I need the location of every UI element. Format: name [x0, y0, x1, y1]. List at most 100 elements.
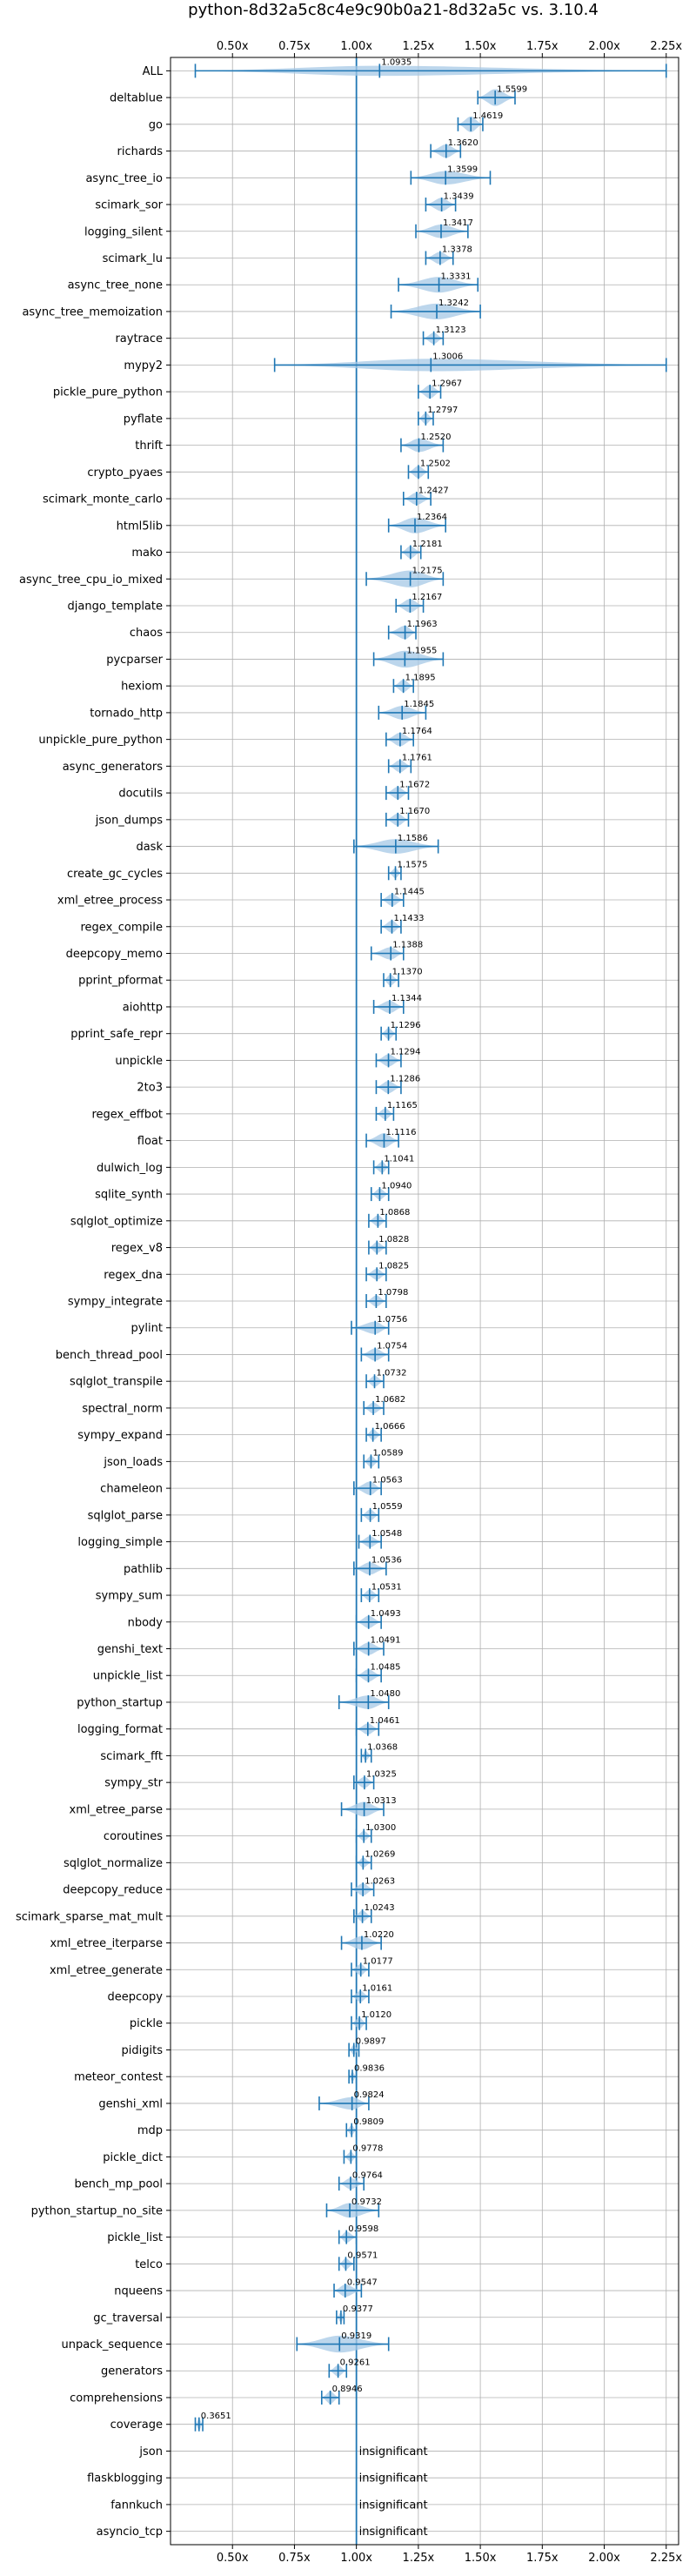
- benchmark-label: logging_simple: [77, 1536, 163, 1549]
- benchmark-label: flaskblogging: [87, 2472, 163, 2485]
- benchmark-label: unpickle_pure_python: [38, 734, 163, 747]
- value-label: 1.2520: [420, 433, 451, 442]
- value-label: 1.0161: [362, 1983, 392, 1993]
- value-label: 1.0461: [370, 1716, 400, 1726]
- value-label: 1.0756: [377, 1315, 407, 1325]
- benchmark-label: gc_traversal: [93, 2311, 163, 2324]
- value-label: 1.0325: [366, 1769, 397, 1779]
- value-label: 0.8946: [332, 2385, 363, 2394]
- value-label: 1.0940: [381, 1181, 412, 1191]
- benchmark-label: chameleon: [100, 1483, 163, 1496]
- benchmark-label: sympy_expand: [77, 1429, 163, 1442]
- benchmark-label: scimark_fft: [100, 1750, 163, 1763]
- benchmark-label: python_startup: [77, 1696, 163, 1709]
- value-label: 1.0682: [375, 1395, 405, 1405]
- benchmark-label: sqlglot_optimize: [70, 1215, 163, 1228]
- benchmark-label: deepcopy: [107, 1991, 163, 2004]
- benchmark-label: json_loads: [103, 1456, 163, 1469]
- x-tick-label-top: 2.25x: [650, 40, 682, 53]
- benchmark-label: dulwich_log: [97, 1162, 163, 1175]
- x-tick-label-top: 0.50x: [217, 40, 249, 53]
- benchmark-label: comprehensions: [70, 2392, 163, 2405]
- value-label: 1.1296: [391, 1021, 421, 1030]
- x-tick-label-top: 1.00x: [340, 40, 372, 53]
- benchmark-label: deepcopy_memo: [66, 948, 163, 961]
- insignificant-label: insignificant: [359, 2472, 428, 2485]
- benchmark-label: django_template: [68, 600, 163, 613]
- benchmark-label: pyflate: [124, 413, 163, 426]
- value-label: 1.0120: [361, 2010, 392, 2020]
- x-tick-label-top: 2.00x: [588, 40, 620, 53]
- value-label: 1.1761: [402, 754, 432, 763]
- benchmark-label: pickle_list: [107, 2231, 163, 2244]
- value-label: 1.0300: [365, 1823, 396, 1833]
- value-label: 1.3378: [442, 245, 472, 255]
- benchmark-label: bench_thread_pool: [56, 1349, 163, 1362]
- benchmark-label: bench_mp_pool: [74, 2178, 163, 2191]
- benchmark-label: pprint_safe_repr: [70, 1028, 163, 1041]
- chart-title: python-8d32a5c8c4e9c90b0a21-8d32a5c vs. …: [188, 1, 599, 19]
- benchmark-label: async_tree_none: [68, 279, 163, 292]
- value-label: 1.0589: [372, 1449, 403, 1459]
- value-label: 1.3006: [432, 352, 463, 362]
- benchmark-label: json_dumps: [95, 814, 163, 827]
- value-label: 0.9732: [351, 2197, 382, 2207]
- value-label: 1.3331: [441, 272, 472, 281]
- value-label: 1.3242: [438, 299, 469, 308]
- value-label: 1.0536: [371, 1556, 402, 1566]
- value-label: 1.1670: [399, 807, 430, 816]
- benchmark-label: logging_format: [77, 1723, 163, 1736]
- value-label: 1.1388: [392, 941, 423, 950]
- benchmark-label: scimark_monte_carlo: [43, 493, 163, 506]
- value-label: 1.2427: [418, 486, 449, 495]
- benchmark-label: mypy2: [124, 359, 163, 372]
- benchmark-label: xml_etree_process: [57, 895, 163, 908]
- value-label: 1.0480: [370, 1689, 400, 1699]
- benchmark-label: crypto_pyaes: [87, 466, 163, 480]
- value-label: 1.1433: [393, 914, 424, 923]
- value-label: 0.9547: [347, 2277, 378, 2287]
- benchmark-label: telco: [135, 2258, 163, 2271]
- value-label: 1.4619: [472, 111, 503, 121]
- value-label: 1.2967: [432, 379, 462, 388]
- benchmark-label: sqlite_synth: [95, 1189, 163, 1202]
- benchmark-label: tornado_http: [90, 707, 163, 720]
- benchmark-label: xml_etree_iterparse: [50, 1937, 163, 1950]
- value-label: 1.1764: [402, 727, 432, 736]
- benchmark-label: sqlglot_normalize: [64, 1857, 163, 1870]
- value-label: 0.9778: [352, 2144, 383, 2154]
- value-label: 1.1895: [405, 673, 436, 682]
- value-label: 1.0493: [371, 1609, 401, 1619]
- benchmark-label: sympy_sum: [96, 1590, 163, 1603]
- x-tick-label-bottom: 1.25x: [403, 2552, 435, 2565]
- value-label: 1.3620: [448, 138, 478, 148]
- benchmark-label: richards: [117, 145, 164, 158]
- benchmark-label: 2to3: [137, 1082, 163, 1095]
- benchmark-label: html5lib: [117, 520, 163, 533]
- x-tick-label-bottom: 1.75x: [526, 2552, 559, 2565]
- benchmark-label: generators: [101, 2365, 163, 2378]
- benchmark-label: scimark_sparse_mat_mult: [16, 1910, 163, 1923]
- value-label: 1.0732: [377, 1368, 407, 1378]
- value-label: 1.1286: [390, 1074, 420, 1083]
- benchmark-label: regex_dna: [104, 1269, 163, 1282]
- value-label: 1.1845: [404, 700, 434, 709]
- x-tick-label-bottom: 1.00x: [340, 2552, 372, 2565]
- benchmark-label: pycparser: [106, 654, 163, 667]
- benchmark-label: mako: [131, 547, 163, 560]
- benchmark-label: logging_silent: [84, 225, 163, 238]
- value-label: 1.1041: [384, 1155, 414, 1164]
- benchmark-label: genshi_text: [97, 1643, 163, 1656]
- value-label: 1.1116: [385, 1128, 416, 1137]
- value-label: 1.1344: [392, 994, 422, 1003]
- value-label: 0.9897: [356, 2037, 386, 2047]
- plot-frame: [170, 57, 679, 2546]
- benchmark-label: sympy_str: [104, 1777, 163, 1790]
- benchmark-label: async_generators: [63, 761, 164, 774]
- value-label: 1.0368: [367, 1743, 398, 1753]
- benchmark-label: nbody: [128, 1616, 164, 1629]
- grid-layer: [166, 53, 679, 2549]
